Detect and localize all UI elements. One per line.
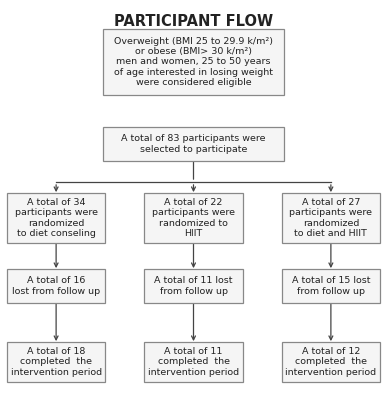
Text: A total of 16
lost from follow up: A total of 16 lost from follow up xyxy=(12,276,100,296)
FancyBboxPatch shape xyxy=(144,193,243,243)
FancyBboxPatch shape xyxy=(281,269,380,303)
FancyBboxPatch shape xyxy=(7,269,105,303)
Text: A total of 11
completed  the
intervention period: A total of 11 completed the intervention… xyxy=(148,347,239,377)
FancyBboxPatch shape xyxy=(281,193,380,243)
Text: A total of 15 lost
from follow up: A total of 15 lost from follow up xyxy=(292,276,370,296)
Text: A total of 83 participants were
selected to participate: A total of 83 participants were selected… xyxy=(121,134,266,154)
FancyBboxPatch shape xyxy=(7,342,105,382)
FancyBboxPatch shape xyxy=(144,269,243,303)
Text: A total of 34
participants were
randomized
to diet conseling: A total of 34 participants were randomiz… xyxy=(15,198,98,238)
Text: Overweight (BMI 25 to 29.9 k/m²)
or obese (BMI> 30 k/m²)
men and women, 25 to 50: Overweight (BMI 25 to 29.9 k/m²) or obes… xyxy=(114,37,273,87)
Text: A total of 22
participants were
randomized to
HIIT: A total of 22 participants were randomiz… xyxy=(152,198,235,238)
Text: A total of 27
participants were
randomized
to diet and HIIT: A total of 27 participants were randomiz… xyxy=(289,198,372,238)
FancyBboxPatch shape xyxy=(103,127,284,161)
FancyBboxPatch shape xyxy=(103,29,284,95)
FancyBboxPatch shape xyxy=(144,342,243,382)
Text: PARTICIPANT FLOW: PARTICIPANT FLOW xyxy=(114,14,273,29)
Text: A total of 12
completed  the
intervention period: A total of 12 completed the intervention… xyxy=(285,347,377,377)
Text: A total of 18
completed  the
intervention period: A total of 18 completed the intervention… xyxy=(10,347,102,377)
FancyBboxPatch shape xyxy=(281,342,380,382)
Text: A total of 11 lost
from follow up: A total of 11 lost from follow up xyxy=(154,276,233,296)
FancyBboxPatch shape xyxy=(7,193,105,243)
